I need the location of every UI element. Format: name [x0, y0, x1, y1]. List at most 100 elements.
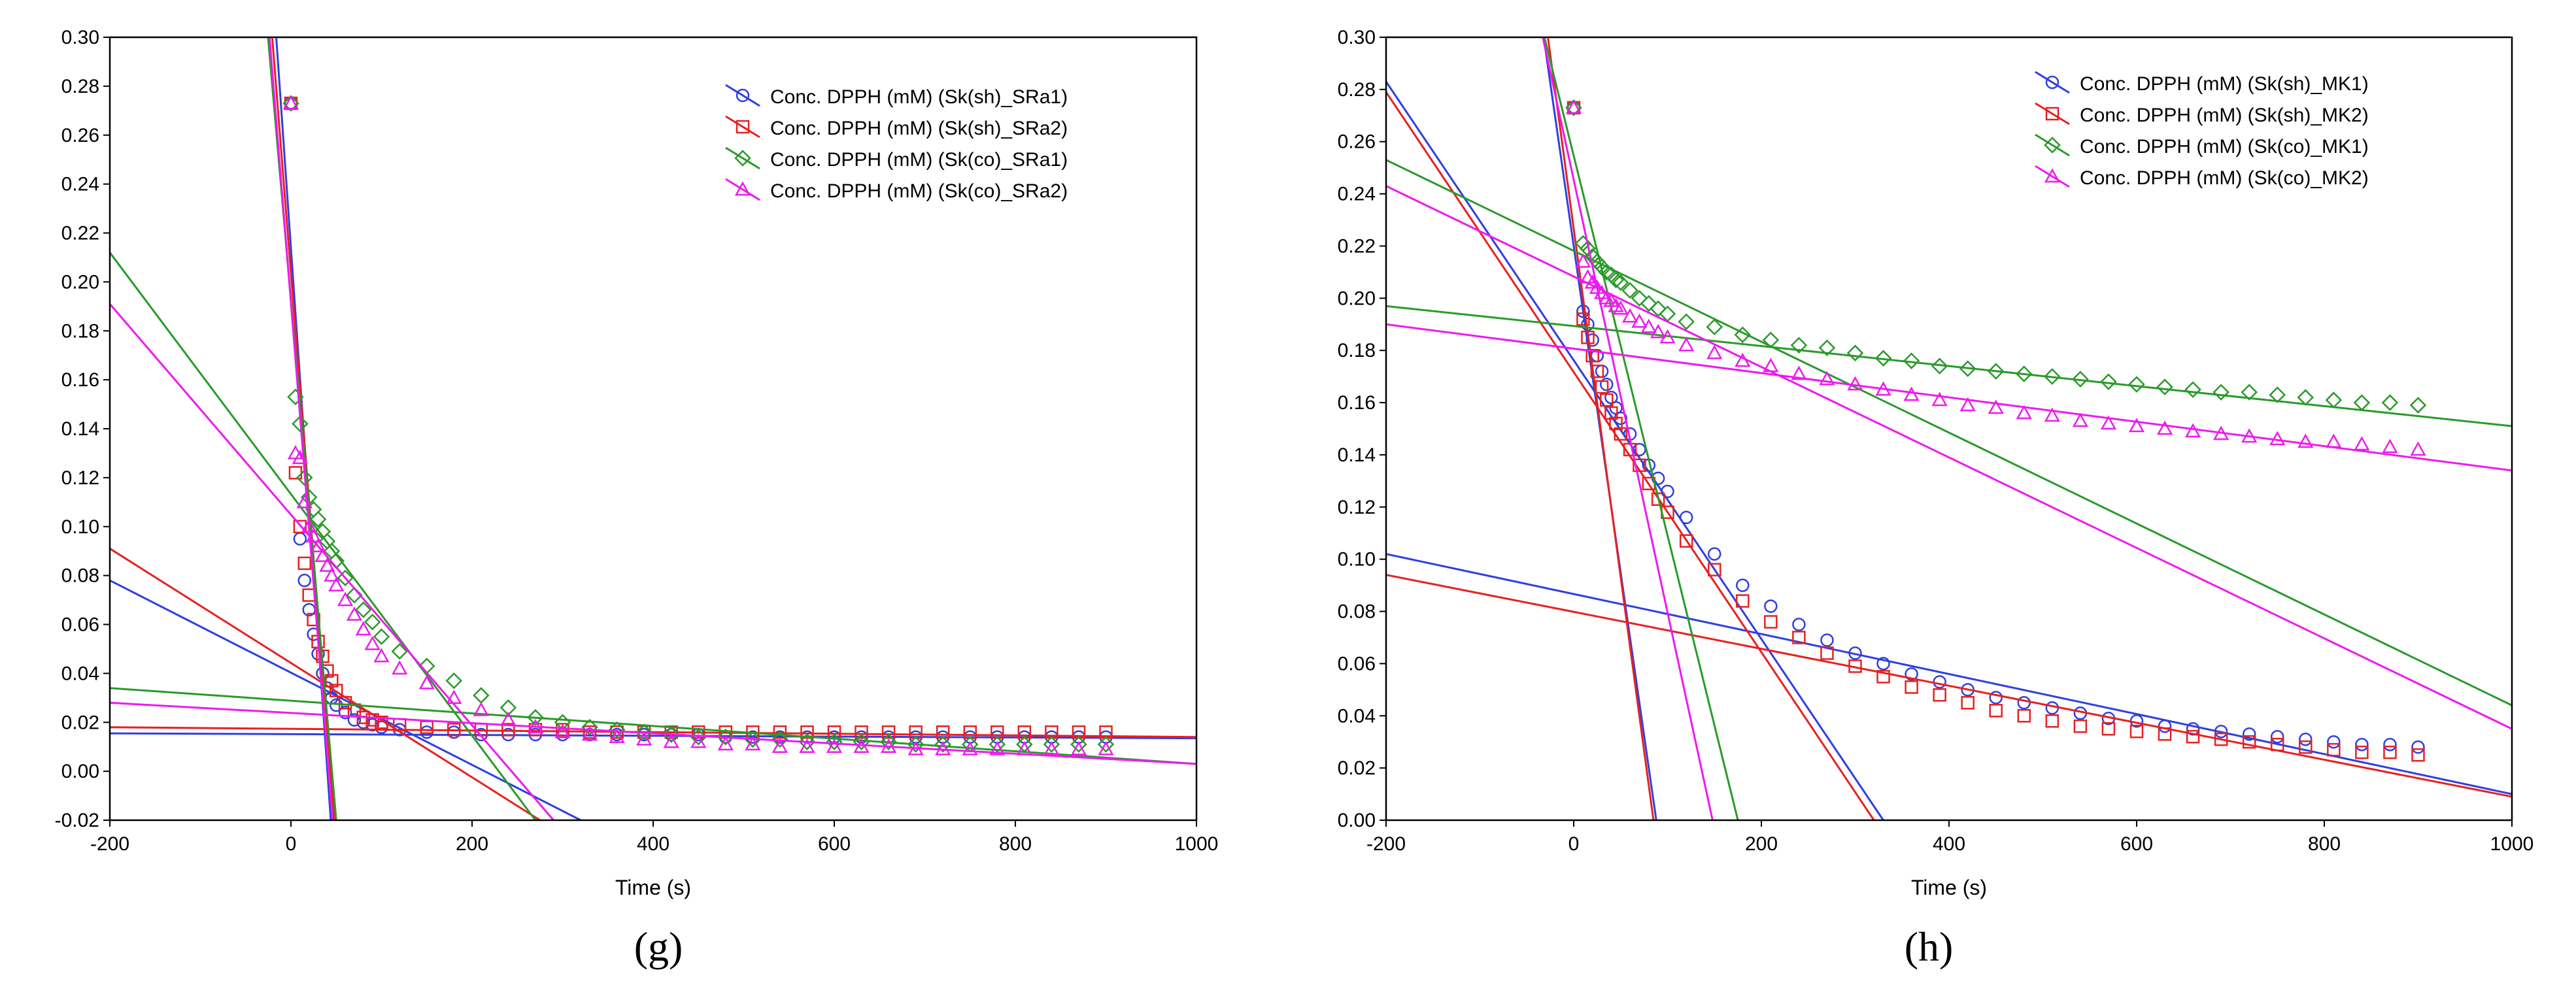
data-point: [282, 95, 299, 112]
data-point: [2158, 727, 2172, 741]
data-point: [1612, 300, 1629, 315]
data-point: [2186, 729, 2200, 744]
data-point: [2044, 407, 2060, 422]
data-point: [962, 740, 978, 755]
data-point: [798, 733, 816, 750]
data-point: [2271, 729, 2284, 744]
fit-line: [1386, 574, 2512, 798]
data-point: [1706, 344, 1723, 359]
data-point: [1585, 348, 1599, 363]
data-point: [1735, 352, 1751, 367]
data-point: [310, 538, 326, 552]
data-point: [1846, 344, 1864, 361]
data-point: [609, 729, 625, 743]
chart-panel-g: -0.02 0.00 0.02 0.04 0.06 0.08 0.10 0.12 0.14 0.1…: [55, 27, 1219, 899]
data-point: [1580, 269, 1596, 284]
x-tick-label: 0: [1568, 833, 1580, 855]
data-point: [853, 733, 870, 750]
x-tick-label: 600: [2120, 833, 2153, 855]
data-point: [1905, 667, 1918, 681]
data-point: [1604, 406, 1618, 420]
data-point: [346, 606, 363, 621]
data-point: [2101, 722, 2116, 736]
x-tick-label: 400: [1933, 833, 1965, 855]
data-point: [556, 723, 569, 737]
fit-line: [1386, 553, 2512, 795]
data-point: [1651, 492, 1665, 506]
data-point: [1736, 594, 1750, 608]
fit-line: [1542, 37, 1657, 820]
data-point: [1070, 740, 1087, 755]
data-point: [1848, 659, 1862, 673]
data-point: [690, 728, 707, 746]
data-point: [1734, 326, 1752, 344]
data-point: [1633, 458, 1646, 473]
data-point: [1575, 253, 1591, 268]
legend-marker: [2044, 168, 2061, 183]
data-point: [1790, 337, 1808, 354]
legend-line: [2035, 71, 2070, 94]
y-tick-label: 0.20: [1338, 288, 1376, 309]
data-point: [2269, 386, 2286, 403]
data-point: [583, 725, 597, 739]
y-tick-label: 0.26: [1338, 131, 1376, 153]
data-point: [2299, 740, 2313, 754]
y-tick-label: 0.08: [61, 565, 99, 587]
data-point: [2072, 371, 2089, 388]
data-point: [935, 740, 951, 755]
data-point: [1874, 350, 1892, 367]
x-tick-label: 600: [818, 833, 851, 855]
panel-label-g: (g): [634, 923, 683, 970]
data-point: [826, 739, 843, 753]
data-point: [292, 415, 309, 433]
data-point: [2156, 420, 2173, 435]
data-point: [301, 518, 317, 533]
data-point: [1585, 333, 1599, 347]
data-point: [1876, 657, 1890, 671]
data-point: [2326, 433, 2342, 448]
legend-entry: Conc. DPPH (mM) (Sk(co)_MK1): [2080, 136, 2369, 158]
legend-marker: [2044, 137, 2061, 154]
data-point: [309, 510, 327, 528]
y-tick-label: 0.06: [61, 614, 99, 636]
fit-line: [1386, 159, 2512, 706]
x-tick-label: 400: [637, 833, 669, 855]
data-point: [420, 725, 433, 739]
data-point: [392, 660, 408, 675]
data-point: [1631, 313, 1648, 328]
data-point: [2156, 378, 2173, 395]
data-point: [1736, 578, 1750, 592]
x-tick-label: -200: [90, 833, 129, 855]
data-point: [1589, 279, 1605, 294]
data-point: [1633, 442, 1646, 457]
data-point: [771, 731, 788, 748]
data-point: [1070, 736, 1087, 753]
data-point: [1762, 331, 1780, 348]
fit-line: [1547, 37, 1655, 820]
x-tick-label: 200: [1745, 833, 1778, 855]
data-point: [2184, 423, 2201, 438]
data-point: [2297, 389, 2314, 406]
data-point: [1631, 290, 1648, 307]
data-point: [338, 706, 352, 720]
data-point: [1820, 633, 1834, 647]
data-point: [373, 648, 390, 663]
plot-frame: [109, 36, 1198, 822]
data-point: [881, 725, 896, 739]
data-point: [1764, 615, 1778, 629]
data-point: [324, 567, 340, 582]
fit-line: [268, 37, 334, 820]
data-point: [2355, 745, 2369, 759]
data-point: [880, 733, 897, 750]
data-point: [2383, 737, 2397, 752]
data-point: [2327, 735, 2341, 749]
y-tick-label: 0.00: [1338, 810, 1376, 831]
chart-panel-h: 0.00 0.02 0.04 0.06 0.08 0.10 0.12 0.14 0.16 0.18…: [1338, 27, 2534, 899]
data-point: [636, 723, 652, 740]
data-point: [1848, 646, 1862, 660]
data-point: [1959, 360, 1976, 377]
data-point: [853, 739, 870, 753]
data-point: [1876, 670, 1890, 684]
data-point: [287, 388, 304, 406]
x-tick-label: -200: [1366, 833, 1406, 855]
